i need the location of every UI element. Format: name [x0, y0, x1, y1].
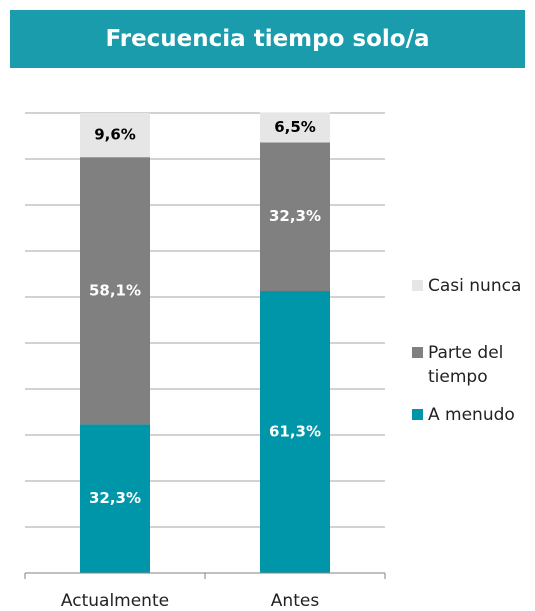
- x-tick-label: Antes: [271, 591, 320, 611]
- bar-segment: [80, 113, 150, 158]
- legend-label: Casi nunca: [428, 276, 522, 296]
- legend-item: Casi nunca: [412, 274, 535, 298]
- legend-swatch: [412, 409, 423, 420]
- chart-title: Frecuencia tiempo solo/a: [10, 10, 525, 68]
- data-label: 61,3%: [269, 423, 321, 441]
- bar-segment: [80, 424, 150, 573]
- data-label: 6,5%: [274, 118, 316, 136]
- data-label: 32,3%: [269, 207, 321, 225]
- legend-label: A menudo: [428, 405, 515, 425]
- data-label: 58,1%: [89, 281, 141, 299]
- legend-item: A menudo: [412, 403, 535, 427]
- data-label: 32,3%: [89, 489, 141, 507]
- legend-item: Parte del tiempo: [412, 341, 535, 389]
- bar-segment: [260, 142, 330, 292]
- x-tick-label: Actualmente: [61, 591, 169, 611]
- legend-label: Parte del tiempo: [428, 343, 504, 387]
- legend-swatch: [412, 280, 423, 291]
- bar-segment: [260, 112, 330, 143]
- bar-segment: [260, 291, 330, 573]
- bar-segment: [80, 157, 150, 425]
- data-label: 9,6%: [94, 126, 136, 144]
- legend-swatch: [412, 347, 423, 358]
